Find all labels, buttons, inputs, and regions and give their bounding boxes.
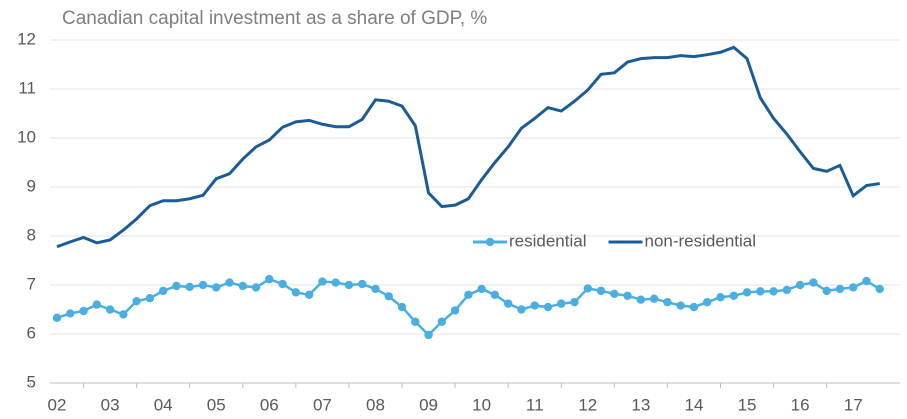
point [517, 305, 526, 314]
point [689, 302, 699, 312]
chart-title: Canadian capital investment as a share o… [62, 8, 487, 29]
point [795, 280, 805, 290]
point [371, 284, 380, 294]
point [291, 288, 301, 297]
x-tick-label: 04 [154, 395, 173, 414]
point [769, 287, 778, 296]
x-tick-label: 03 [101, 395, 120, 414]
point [464, 290, 473, 299]
x-tick-label: 02 [48, 395, 67, 414]
point [92, 300, 102, 309]
point [238, 281, 247, 291]
point [185, 282, 194, 292]
point [358, 279, 367, 289]
x-tick-label: 17 [844, 395, 863, 414]
point [251, 283, 261, 292]
point [875, 284, 884, 294]
point [344, 280, 354, 290]
point [649, 294, 659, 303]
point [158, 286, 168, 296]
point [809, 278, 818, 287]
point [304, 290, 314, 299]
point [318, 277, 327, 286]
x-tick-label: 14 [684, 395, 703, 414]
y-tick-label: 10 [17, 127, 36, 146]
point [145, 294, 155, 303]
point [265, 274, 274, 284]
point [543, 302, 553, 312]
point [198, 280, 208, 290]
point [636, 295, 646, 304]
point [132, 296, 141, 306]
x-tick-label: 09 [419, 395, 438, 414]
y-tick-label: 12 [17, 29, 36, 48]
y-tick-label: 6 [27, 323, 36, 342]
point [450, 306, 460, 315]
point [729, 291, 738, 300]
point [278, 279, 287, 289]
point [105, 305, 115, 314]
point [119, 310, 128, 319]
x-tick-label: 15 [738, 395, 757, 414]
point [583, 284, 592, 293]
point [623, 291, 632, 300]
series-line [56, 45, 880, 249]
legend-marker [485, 237, 495, 247]
point [596, 286, 606, 296]
point [663, 297, 672, 307]
point [835, 284, 845, 294]
y-tick-label: 5 [27, 372, 36, 391]
point [530, 301, 539, 310]
point [79, 306, 88, 316]
x-tick-label: 16 [791, 395, 810, 414]
x-tick-label: 05 [207, 395, 226, 414]
x-tick-label: 08 [366, 395, 385, 414]
point [610, 289, 619, 299]
point [384, 292, 393, 301]
y-tick-label: 11 [18, 78, 36, 97]
point [424, 330, 433, 340]
point [225, 278, 234, 287]
point [411, 317, 420, 326]
point [756, 287, 765, 296]
point [742, 288, 752, 297]
point [172, 281, 181, 291]
point [503, 299, 513, 308]
point [477, 284, 486, 294]
legend-label: non-residential [645, 231, 757, 250]
point [66, 309, 75, 318]
point [676, 301, 685, 310]
x-tick-label: 11 [526, 395, 544, 414]
point [570, 297, 579, 307]
point [703, 297, 712, 307]
x-tick-label: 10 [472, 395, 491, 414]
legend-label: residential [509, 231, 587, 250]
x-tick-label: 06 [260, 395, 279, 414]
point [822, 286, 831, 296]
x-tick-label: 13 [631, 395, 650, 414]
point [52, 313, 62, 323]
point [862, 276, 871, 286]
point [331, 278, 340, 287]
y-tick-label: 7 [27, 274, 36, 293]
point [437, 317, 447, 326]
y-tick-label: 9 [27, 176, 36, 195]
point [849, 283, 858, 292]
point [490, 290, 500, 299]
x-tick-label: 07 [313, 395, 332, 414]
point [716, 293, 725, 302]
y-tick-label: 8 [27, 225, 36, 244]
x-tick-label: 12 [578, 395, 597, 414]
point [782, 285, 792, 295]
series-line [56, 277, 881, 337]
point [397, 302, 407, 312]
point [212, 283, 221, 292]
point [557, 299, 566, 308]
